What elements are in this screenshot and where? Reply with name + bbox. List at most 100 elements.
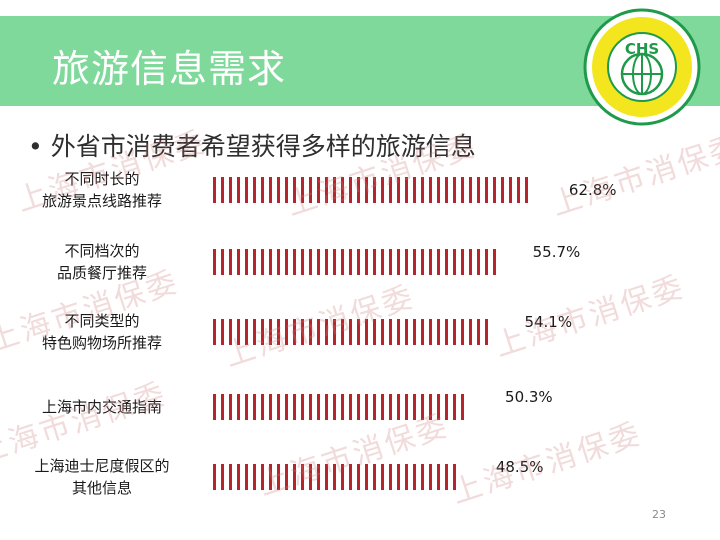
bar-stripe xyxy=(237,319,240,345)
bar-stripe xyxy=(357,249,360,275)
bar-stripe xyxy=(213,249,216,275)
consumer-council-logo: CHS xyxy=(583,8,701,126)
bar-stripe xyxy=(485,249,488,275)
bar-stripe xyxy=(293,177,296,203)
bar-stripe xyxy=(293,394,296,420)
bar-stripe xyxy=(397,249,400,275)
bar-stripe xyxy=(437,177,440,203)
bar-stripe xyxy=(469,319,472,345)
category-label: 不同时长的旅游景点线路推荐 xyxy=(42,170,162,210)
bar-stripe xyxy=(357,464,360,490)
bar-stripe xyxy=(269,249,272,275)
bar-stripe xyxy=(317,394,320,420)
bar-stripe xyxy=(333,394,336,420)
bar-stripe xyxy=(229,249,232,275)
category-label-line: 不同档次的 xyxy=(64,242,139,260)
category-label-line: 上海市内交通指南 xyxy=(42,398,162,416)
bar-stripe xyxy=(349,394,352,420)
bar-stripe xyxy=(501,177,504,203)
bar-stripe xyxy=(293,319,296,345)
bar-stripe xyxy=(509,177,512,203)
slide-title: 旅游信息需求 xyxy=(52,47,287,91)
bar xyxy=(213,464,456,490)
bar-stripe xyxy=(397,177,400,203)
bar-stripe xyxy=(429,249,432,275)
bar-stripe xyxy=(357,319,360,345)
bar-stripe xyxy=(261,249,264,275)
bar-stripe xyxy=(341,319,344,345)
bar-stripe xyxy=(381,394,384,420)
value-label: 48.5% xyxy=(496,458,544,476)
bar-stripe xyxy=(517,177,520,203)
bar-stripe xyxy=(365,249,368,275)
bar-stripe xyxy=(245,319,248,345)
bar-stripe xyxy=(269,177,272,203)
bar-stripe xyxy=(309,177,312,203)
bar-stripe xyxy=(477,319,480,345)
bar-stripe xyxy=(381,464,384,490)
bar-stripe xyxy=(261,177,264,203)
bar-stripe xyxy=(397,394,400,420)
bar-stripe xyxy=(221,319,224,345)
bar-stripe xyxy=(453,464,456,490)
bar-stripe xyxy=(381,249,384,275)
bar-stripe xyxy=(285,249,288,275)
bar-stripe xyxy=(245,177,248,203)
bar-stripe xyxy=(253,177,256,203)
bar-stripe xyxy=(389,177,392,203)
value-label: 54.1% xyxy=(524,313,572,331)
bar-stripe xyxy=(421,394,424,420)
bar-stripe xyxy=(245,249,248,275)
bar-stripe xyxy=(437,319,440,345)
bar-stripe xyxy=(317,464,320,490)
bar-stripe xyxy=(453,249,456,275)
bar-stripe xyxy=(237,177,240,203)
bar-stripe xyxy=(325,394,328,420)
bar-stripe xyxy=(429,177,432,203)
bar-stripe xyxy=(485,319,488,345)
bar-stripe xyxy=(373,394,376,420)
bar-stripe xyxy=(437,464,440,490)
bar-stripe xyxy=(301,319,304,345)
bar-stripe xyxy=(413,249,416,275)
bar-stripe xyxy=(277,319,280,345)
bar-stripe xyxy=(349,249,352,275)
bar xyxy=(213,177,528,203)
bar-stripe xyxy=(301,249,304,275)
category-label-line: 上海迪士尼度假区的 xyxy=(34,457,169,475)
bar-stripe xyxy=(269,319,272,345)
value-label: 55.7% xyxy=(533,243,581,261)
bar-stripe xyxy=(405,319,408,345)
bar-stripe xyxy=(229,464,232,490)
bar-stripe xyxy=(253,464,256,490)
bar-stripe xyxy=(453,394,456,420)
bar-stripe xyxy=(365,464,368,490)
bar-stripe xyxy=(229,177,232,203)
category-label: 不同类型的特色购物场所推荐 xyxy=(42,312,162,352)
bar-stripe xyxy=(389,249,392,275)
bar-stripe xyxy=(317,177,320,203)
bar-stripe xyxy=(477,177,480,203)
bar-stripe xyxy=(293,249,296,275)
bar-stripe xyxy=(349,177,352,203)
bar-stripe xyxy=(277,394,280,420)
bar-stripe xyxy=(325,319,328,345)
bar-stripe xyxy=(429,464,432,490)
bar-stripe xyxy=(421,177,424,203)
bar-stripe xyxy=(325,464,328,490)
bar-stripe xyxy=(341,464,344,490)
bar-stripe xyxy=(389,319,392,345)
bar-stripe xyxy=(365,177,368,203)
bar-stripe xyxy=(333,177,336,203)
bar-stripe xyxy=(317,319,320,345)
bar-stripe xyxy=(413,319,416,345)
bar-stripe xyxy=(269,394,272,420)
bar-stripe xyxy=(373,177,376,203)
bar-stripe xyxy=(309,319,312,345)
category-label: 上海市内交通指南 xyxy=(42,398,162,416)
bar-stripe xyxy=(373,464,376,490)
bar-stripe xyxy=(445,249,448,275)
bar-stripe xyxy=(237,394,240,420)
bar-stripe xyxy=(261,394,264,420)
bar-stripe xyxy=(397,464,400,490)
